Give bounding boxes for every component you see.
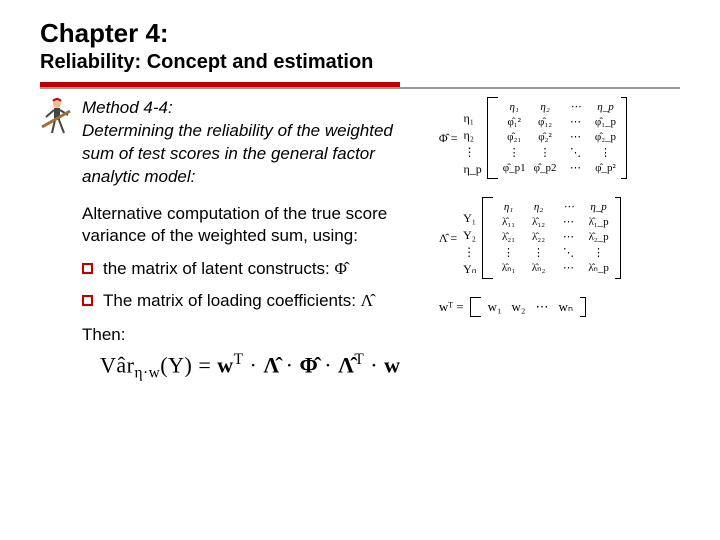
w-vector-label: wᵀ = xyxy=(439,299,467,315)
bracket-icon xyxy=(482,197,493,279)
bracket-icon xyxy=(487,97,498,179)
phi-symbol: Φ̂ xyxy=(335,259,347,278)
variance-formula: Vârη·w(Y) = wT · Λ̂ · Φ̂ · Λ̂T · w xyxy=(100,351,429,383)
slide: Chapter 4: Reliability: Concept and esti… xyxy=(0,0,720,540)
phi-matrix-rowheaders: η₁ η₂ ⋮ η_p xyxy=(463,97,483,179)
content-row: Method 4-4: Determining the reliability … xyxy=(40,97,690,383)
w-transpose-vector: wᵀ = w₁ w₂ ⋯ wₙ xyxy=(439,297,690,317)
left-column: Method 4-4: Determining the reliability … xyxy=(40,97,439,383)
bullet-1: the matrix of latent constructs: Φ̂ xyxy=(82,259,429,279)
chapter-title: Chapter 4: xyxy=(40,18,690,49)
method-text: Method 4-4: Determining the reliability … xyxy=(82,97,429,189)
bullet-2-text: The matrix of loading coefficients: Λ̂ xyxy=(103,291,429,311)
lambda-matrix: Λ̂ = Y₁ Y₂ ⋮ Yₙ η₁ η₂ ⋯ η_p λ̂₁₁ λ̂₁₂ ⋯ … xyxy=(439,197,690,279)
bracket-icon xyxy=(580,297,586,317)
method-block: Method 4-4: Determining the reliability … xyxy=(40,97,429,189)
alt-paragraph: Alternative computation of the true scor… xyxy=(82,203,429,247)
worker-icon xyxy=(40,97,74,137)
bracket-icon xyxy=(615,197,621,279)
right-column: Φ̂ = η₁ η₂ ⋮ η_p η₁ η₂ ⋯ η_p φ̂₁² φ̂₁₂ ⋯… xyxy=(439,97,690,383)
lambda-symbol: Λ̂ xyxy=(361,291,373,310)
method-desc: Determining the reliability of the weigh… xyxy=(82,121,393,186)
method-heading: Method 4-4: xyxy=(82,98,173,117)
grey-rule xyxy=(40,87,680,89)
phi-matrix-label: Φ̂ = xyxy=(439,131,461,146)
bullet-1-text: the matrix of latent constructs: Φ̂ xyxy=(103,259,429,279)
w-vector-items: w₁ w₂ ⋯ wₙ xyxy=(484,297,577,317)
bracket-icon xyxy=(470,297,481,317)
bullet-2: The matrix of loading coefficients: Λ̂ xyxy=(82,291,429,311)
bracket-icon xyxy=(621,97,627,179)
lambda-matrix-rowheaders: Y₁ Y₂ ⋮ Yₙ xyxy=(463,197,478,279)
lambda-matrix-label: Λ̂ = xyxy=(439,231,460,246)
bullet-square-icon xyxy=(82,295,93,306)
lambda-matrix-grid: η₁ η₂ ⋯ η_p λ̂₁₁ λ̂₁₂ ⋯ λ̂₁_p λ̂₂₁ λ̂₂₂ … xyxy=(496,199,612,277)
bullet-square-icon xyxy=(82,263,93,274)
phi-matrix: Φ̂ = η₁ η₂ ⋮ η_p η₁ η₂ ⋯ η_p φ̂₁² φ̂₁₂ ⋯… xyxy=(439,97,690,179)
then-label: Then: xyxy=(82,325,429,345)
phi-matrix-grid: η₁ η₂ ⋯ η_p φ̂₁² φ̂₁₂ ⋯ φ̂₁_p φ̂₂₁ φ̂₂² … xyxy=(501,99,619,177)
chapter-subtitle: Reliability: Concept and estimation xyxy=(40,51,690,74)
